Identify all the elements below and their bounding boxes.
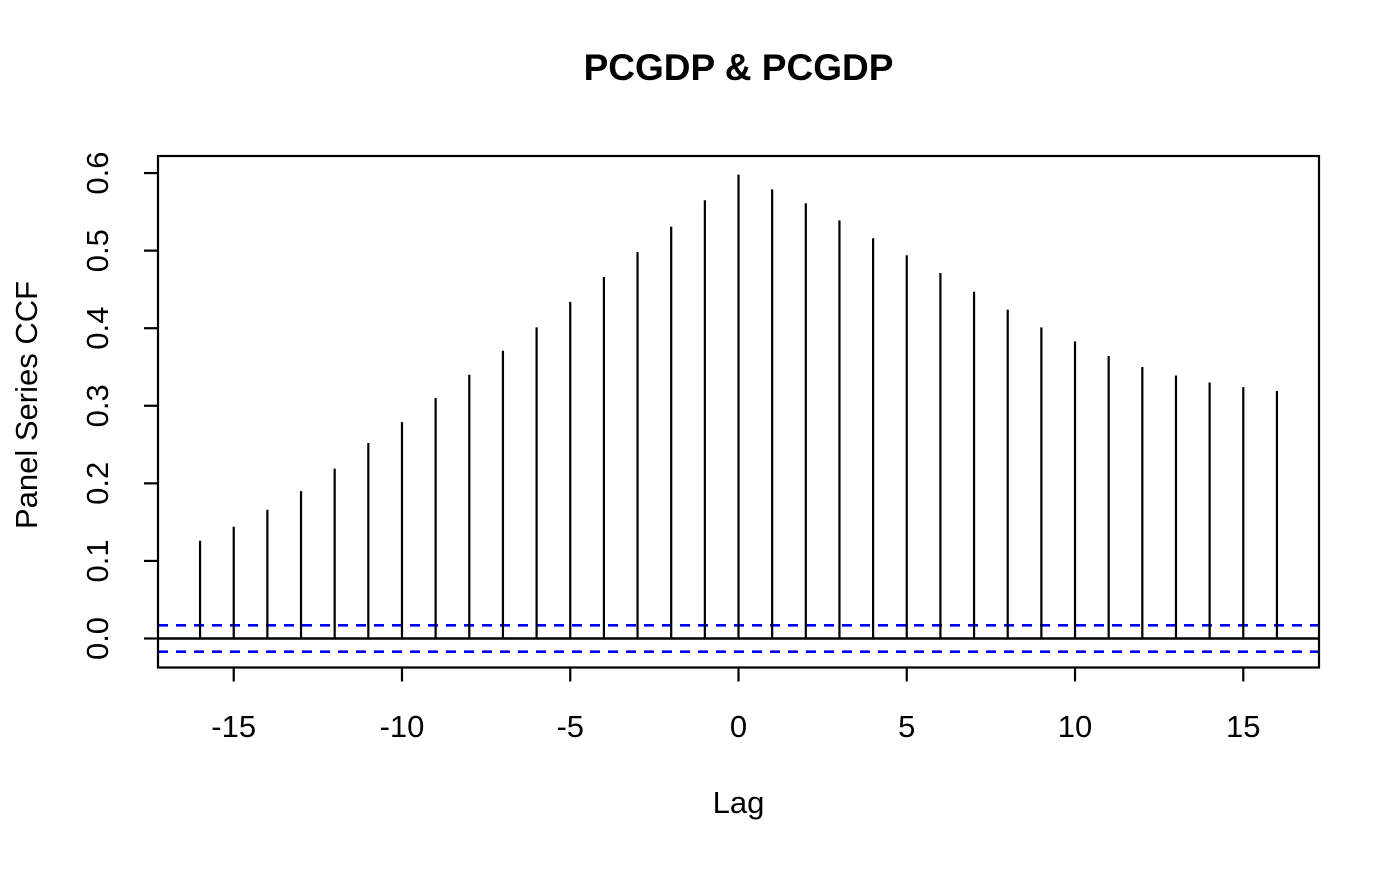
y-tick-label: 0.1 — [80, 539, 115, 582]
x-tick-label: -15 — [211, 709, 256, 744]
y-tick-label: 0.5 — [80, 229, 115, 272]
y-tick-label: 0.4 — [80, 307, 115, 350]
x-axis-label: Lag — [713, 785, 765, 820]
x-tick-label: 5 — [898, 709, 915, 744]
y-tick-label: 0.6 — [80, 152, 115, 195]
x-tick-label: 15 — [1226, 709, 1260, 744]
chart-title: PCGDP & PCGDP — [584, 47, 894, 88]
x-tick-label: -5 — [556, 709, 584, 744]
x-tick-label: -10 — [380, 709, 425, 744]
plot-content-group: -15 -10 -5 0 5 10 15 0.0 0.1 0.2 0.3 0.4 0.5 0.6 — [80, 152, 1321, 744]
y-tick-label: 0.0 — [80, 617, 115, 660]
y-axis-label: Panel Series CCF — [9, 281, 44, 529]
x-tick-label: 10 — [1058, 709, 1092, 744]
x-tick-label: 0 — [730, 709, 747, 744]
y-tick-label: 0.3 — [80, 384, 115, 427]
y-tick-label: 0.2 — [80, 462, 115, 505]
